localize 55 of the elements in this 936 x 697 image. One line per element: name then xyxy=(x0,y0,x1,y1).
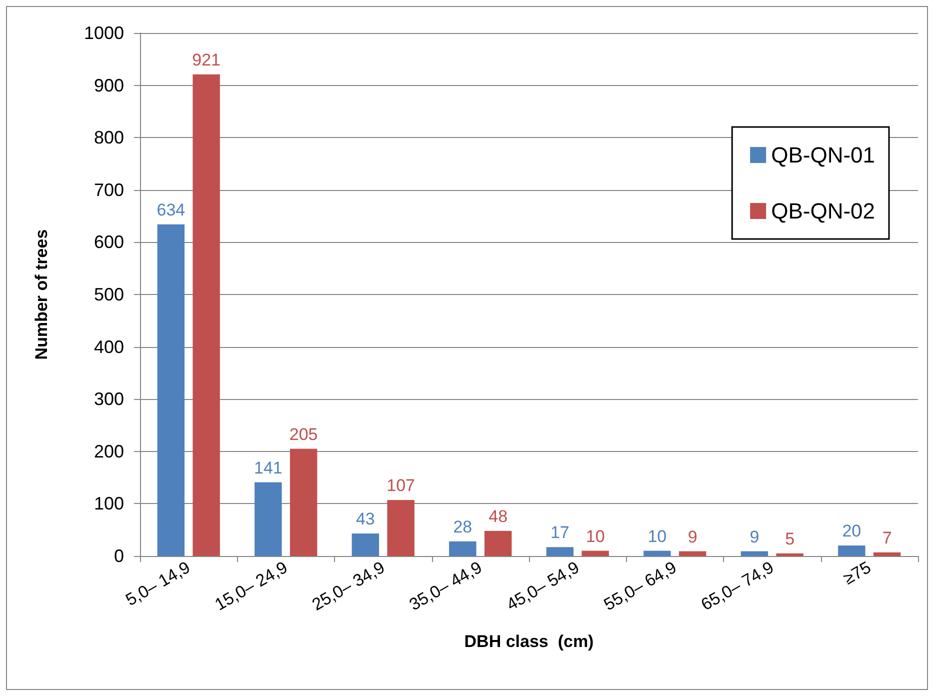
bar xyxy=(776,553,804,556)
x-tick-label: 15,0– 24,9 xyxy=(212,558,291,614)
bar xyxy=(192,74,220,556)
data-label: 9 xyxy=(688,527,698,546)
data-label: 48 xyxy=(488,506,508,526)
data-label: 17 xyxy=(550,523,570,542)
x-tick-label: 35,0– 44,9 xyxy=(406,558,486,614)
data-label: 43 xyxy=(356,510,375,529)
bar xyxy=(254,482,282,556)
y-tick-label: 700 xyxy=(94,180,124,200)
bar xyxy=(157,224,185,556)
data-label: 141 xyxy=(254,458,282,478)
data-label: 921 xyxy=(192,50,221,70)
bar xyxy=(678,551,706,556)
bar xyxy=(582,550,609,556)
x-axis-title: DBH class (cm) xyxy=(464,632,594,651)
data-label: 205 xyxy=(289,424,318,444)
x-tick-label: 45,0– 54,9 xyxy=(503,558,582,614)
y-tick-label: 400 xyxy=(94,336,124,357)
x-tick-label: 65,0– 74,9 xyxy=(698,558,777,614)
legend-label: QB-QN-01 xyxy=(771,142,876,168)
data-label: 10 xyxy=(648,526,667,546)
bar xyxy=(352,534,380,556)
bar xyxy=(740,551,768,556)
bar xyxy=(644,550,671,556)
y-tick-label: 800 xyxy=(94,128,124,148)
data-label: 5 xyxy=(785,529,795,548)
data-label: 7 xyxy=(882,528,892,548)
bar xyxy=(484,530,512,556)
data-label: 9 xyxy=(750,527,760,546)
y-tick-label: 500 xyxy=(94,284,124,304)
y-axis-title: Number of trees xyxy=(32,229,51,360)
bar xyxy=(546,547,574,556)
y-tick-label: 0 xyxy=(114,546,124,566)
x-tick-label: ≥75 xyxy=(840,558,874,588)
bar xyxy=(290,448,318,556)
bar xyxy=(449,541,476,556)
y-tick-label: 200 xyxy=(94,441,124,462)
y-tick-label: 1000 xyxy=(84,23,124,43)
x-tick-label: 5,0– 14,9 xyxy=(122,558,194,610)
x-tick-label: 25,0– 34,9 xyxy=(308,558,388,614)
y-tick-label: 900 xyxy=(94,75,124,96)
y-tick-label: 600 xyxy=(94,232,124,252)
legend-label: QB-QN-02 xyxy=(771,198,876,224)
data-label: 28 xyxy=(453,517,472,536)
data-label: 634 xyxy=(156,200,186,220)
x-tick-label: 55,0– 64,9 xyxy=(600,558,680,614)
y-tick-label: 300 xyxy=(94,389,124,410)
data-label: 20 xyxy=(842,522,862,541)
bar xyxy=(387,500,414,556)
bar xyxy=(873,552,901,556)
data-label: 10 xyxy=(586,526,605,546)
data-label: 107 xyxy=(386,476,416,496)
bar xyxy=(838,546,866,556)
y-tick-label: 100 xyxy=(94,494,124,514)
